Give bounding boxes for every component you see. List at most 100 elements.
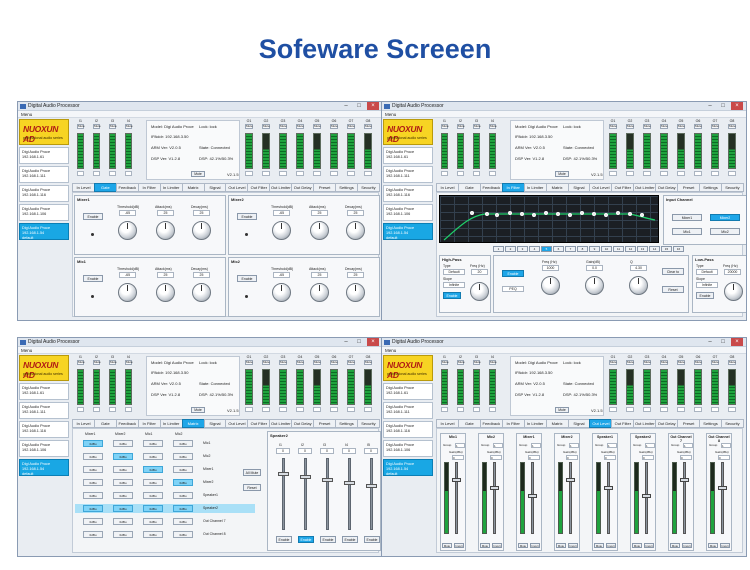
tab-settings[interactable]: Settings xyxy=(699,183,722,192)
enable-button[interactable]: Enable xyxy=(237,213,257,220)
gain-value[interactable]: 0 xyxy=(566,455,578,460)
mute-button[interactable]: Mute xyxy=(489,124,497,129)
speaker-value[interactable]: 0 xyxy=(320,448,334,454)
matrix-cell[interactable]: 0dBu xyxy=(173,453,193,460)
speaker-fader-cap[interactable] xyxy=(322,478,333,482)
tab-gate[interactable]: Gate xyxy=(457,419,481,428)
mute-button[interactable]: Mute xyxy=(262,360,270,365)
band-button[interactable]: 4 xyxy=(529,246,540,252)
mute-button[interactable]: Mute xyxy=(694,124,702,129)
tab-in-limiter[interactable]: In Limiter xyxy=(159,183,183,192)
menu-bar[interactable]: Menu xyxy=(18,347,382,354)
speaker-enable-button[interactable]: Enable xyxy=(298,536,314,543)
band-button[interactable]: 9 xyxy=(589,246,600,252)
tab-in-level[interactable]: In Level xyxy=(436,183,459,192)
eq-point[interactable] xyxy=(568,213,572,217)
mute-button[interactable]: Mute xyxy=(262,124,270,129)
mute-button[interactable]: Mute xyxy=(441,124,449,129)
matrix-cell[interactable]: 0dBu xyxy=(173,492,193,499)
eq-point[interactable] xyxy=(556,212,560,216)
band-knob[interactable] xyxy=(629,276,648,295)
device-item[interactable]: Digi Audio Proce 192.168.1.106 xyxy=(383,204,433,221)
mute-button[interactable]: Mute xyxy=(480,543,490,548)
mute-button[interactable]: Mute xyxy=(632,543,642,548)
tab-matrix[interactable]: Matrix xyxy=(545,183,569,192)
eq-point[interactable] xyxy=(544,211,548,215)
mute-button[interactable]: Mute xyxy=(643,360,651,365)
eq-point[interactable] xyxy=(532,213,536,217)
mute-button[interactable]: Mute xyxy=(245,124,253,129)
enable-button[interactable]: Enable xyxy=(83,275,103,282)
mute-button[interactable]: Mute xyxy=(279,360,287,365)
mute-button[interactable]: Mute xyxy=(473,124,481,129)
tab-out-delay[interactable]: Out Delay xyxy=(291,183,315,192)
rotary-knob[interactable] xyxy=(346,283,365,302)
device-item[interactable]: Digi Audio Proce 192.168.1.116 xyxy=(19,185,69,202)
tab-preset[interactable]: Preset xyxy=(677,419,701,428)
band-button[interactable]: 1 xyxy=(493,246,504,252)
tab-feedback[interactable]: Feedback xyxy=(479,183,503,192)
tab-out-delay[interactable]: Out Delay xyxy=(655,183,679,192)
tab-settings[interactable]: Settings xyxy=(335,419,358,428)
out-fader-track[interactable] xyxy=(455,462,458,534)
rotary-knob[interactable] xyxy=(346,221,365,240)
rotary-knob[interactable] xyxy=(118,283,137,302)
mute-button[interactable]: Mute xyxy=(313,124,321,129)
knob-value[interactable]: 25 xyxy=(311,272,328,278)
tab-out-level[interactable]: Out Level xyxy=(589,183,613,192)
tab-signal[interactable]: Signal xyxy=(567,419,591,428)
mute-button[interactable]: Mute xyxy=(694,360,702,365)
eq-point[interactable] xyxy=(616,211,620,215)
invert-button[interactable]: Invert xyxy=(492,543,502,548)
rotary-knob[interactable] xyxy=(192,283,211,302)
matrix-cell[interactable]: 0dBu xyxy=(143,466,163,473)
matrix-cell[interactable]: 0dBu xyxy=(83,531,103,538)
band-param-value[interactable]: 1000 xyxy=(542,265,559,271)
mute-button[interactable]: Mute xyxy=(125,124,133,129)
matrix-cell[interactable]: 0dBu xyxy=(83,505,103,512)
device-item[interactable]: Digi Audio Proce 192.168.1.106 xyxy=(19,204,69,221)
rotary-knob[interactable] xyxy=(156,283,175,302)
tab-out-limiter[interactable]: Out Limiter xyxy=(269,183,293,192)
band-button[interactable]: 8 xyxy=(577,246,588,252)
tab-in-limiter[interactable]: In Limiter xyxy=(523,183,547,192)
mute-button[interactable]: Mute xyxy=(457,124,465,129)
tab-out-limiter[interactable]: Out Limiter xyxy=(633,419,657,428)
matrix-cell[interactable]: 0dBu xyxy=(143,492,163,499)
device-item[interactable]: Digi Audio Proce 192.168.1.54 default xyxy=(19,459,69,476)
knob-value[interactable]: 25 xyxy=(311,210,328,216)
matrix-cell[interactable]: 0dBu xyxy=(143,440,163,447)
matrix-cell[interactable]: 0dBu xyxy=(83,492,103,499)
mute-button[interactable]: Mute xyxy=(728,124,736,129)
mute-button[interactable]: Mute xyxy=(626,124,634,129)
tab-in-limiter[interactable]: In Limiter xyxy=(159,419,183,428)
input-channel-button[interactable]: Mic2 xyxy=(710,228,740,235)
mute-button[interactable]: Mute xyxy=(660,360,668,365)
menu-bar[interactable]: Menu xyxy=(382,347,746,354)
matrix-cell[interactable]: 0dBu xyxy=(113,440,133,447)
matrix-cell[interactable]: 0dBu xyxy=(173,505,193,512)
tab-feedback[interactable]: Feedback xyxy=(479,419,503,428)
tab-preset[interactable]: Preset xyxy=(677,183,701,192)
knob-value[interactable]: -65 xyxy=(119,272,136,278)
tab-settings[interactable]: Settings xyxy=(699,419,722,428)
device-item[interactable]: Digi Audio Proce 192.168.1.116 xyxy=(19,421,69,438)
tab-preset[interactable]: Preset xyxy=(313,183,337,192)
tab-in-filter[interactable]: In Filter xyxy=(501,419,525,428)
band-button[interactable]: 7 xyxy=(565,246,576,252)
gain-value[interactable]: 0 xyxy=(490,455,502,460)
tab-in-level[interactable]: In Level xyxy=(72,419,95,428)
tab-matrix[interactable]: Matrix xyxy=(181,183,205,192)
device-item[interactable]: Digi Audio Proce 192.168.1.111 xyxy=(383,166,433,183)
group-select[interactable]: 1 xyxy=(531,443,541,448)
tab-out-filter[interactable]: Out Filter xyxy=(611,183,635,192)
out-fader-cap[interactable] xyxy=(718,486,727,490)
mute-button[interactable]: Mute xyxy=(364,360,372,365)
group-select[interactable]: 1 xyxy=(645,443,655,448)
group-select[interactable]: 1 xyxy=(721,443,731,448)
mute-button[interactable]: Mute xyxy=(609,360,617,365)
eq-graph[interactable] xyxy=(439,195,659,243)
knob-value[interactable]: -65 xyxy=(273,210,290,216)
device-item[interactable]: Digi Audio Proce 192.168.1.116 xyxy=(383,185,433,202)
speaker-fader-cap[interactable] xyxy=(344,481,355,485)
